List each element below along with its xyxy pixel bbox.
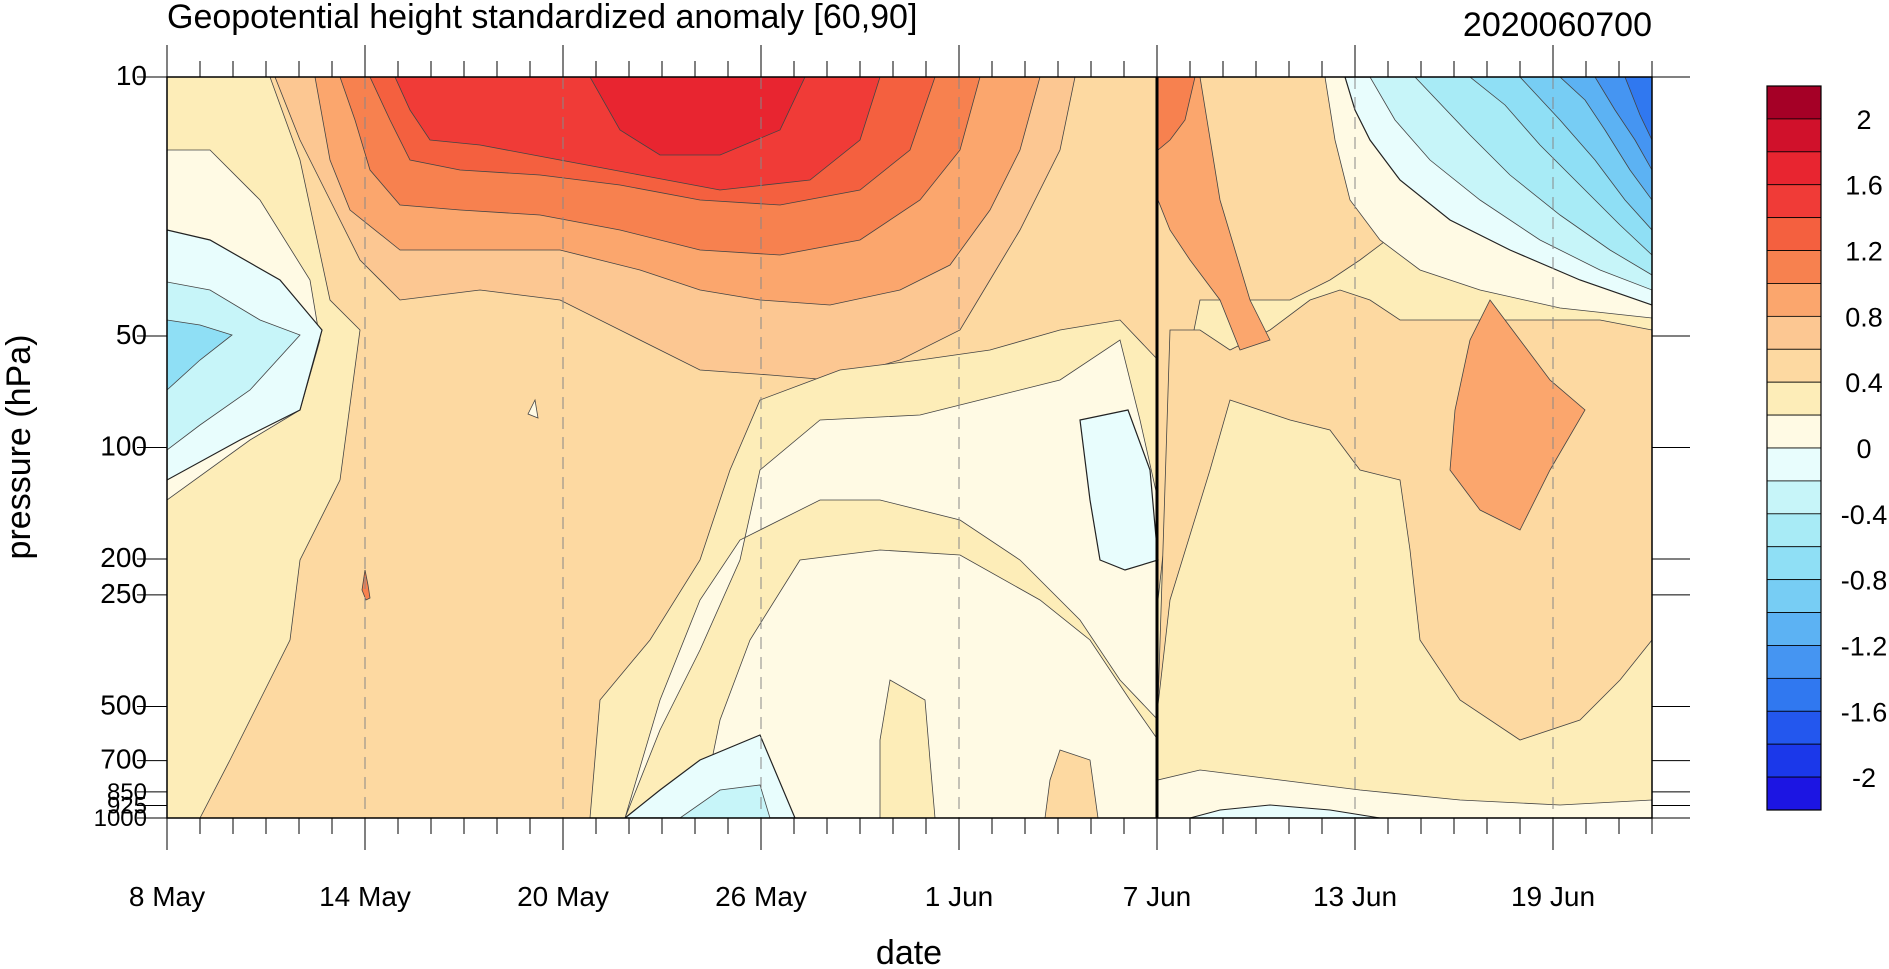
colorbar-label: 1.2 bbox=[1845, 237, 1883, 267]
colorbar-swatch bbox=[1766, 414, 1822, 449]
colorbar-swatch bbox=[1766, 217, 1822, 251]
x-tick-label: 8 May bbox=[129, 881, 205, 912]
x-tick-label: 14 May bbox=[319, 881, 411, 912]
colorbar-swatch bbox=[1766, 283, 1822, 317]
colorbar-label: -1.2 bbox=[1841, 631, 1888, 661]
colorbar-swatch bbox=[1766, 776, 1822, 811]
colorbar-swatch bbox=[1766, 315, 1822, 350]
x-tick-label: 20 May bbox=[517, 881, 609, 912]
date-stamp: 2020060700 bbox=[1463, 6, 1652, 44]
y-tick-label: 50 bbox=[116, 319, 147, 350]
y-tick-label: 200 bbox=[100, 542, 147, 573]
colorbar-swatch bbox=[1766, 677, 1822, 712]
colorbar-swatch bbox=[1766, 612, 1822, 646]
region-right-orange bbox=[1157, 77, 1271, 351]
y-tick-label: 250 bbox=[100, 578, 147, 609]
x-tick-label: 7 Jun bbox=[1123, 881, 1192, 912]
y-tick-label: 1000 bbox=[94, 805, 147, 832]
date-gridlines bbox=[364, 77, 1554, 818]
y-tick-label: 500 bbox=[100, 689, 147, 720]
y-tick-label: 10 bbox=[116, 60, 147, 91]
colorbar-frame bbox=[1766, 85, 1822, 811]
colorbar-swatch bbox=[1766, 184, 1822, 219]
colorbar-swatch bbox=[1766, 118, 1822, 153]
colorbar-swatch bbox=[1766, 381, 1822, 416]
y-tick-label: 100 bbox=[100, 431, 147, 462]
colorbar-label: 0 bbox=[1856, 434, 1871, 464]
region-patch-b bbox=[1044, 749, 1099, 818]
region-ur-neg16 bbox=[1624, 77, 1652, 141]
region-right-surface-neg bbox=[1189, 804, 1381, 818]
x-tick-label: 26 May bbox=[715, 881, 807, 912]
region-jun-negative bbox=[1079, 409, 1159, 571]
region-blip bbox=[361, 569, 371, 601]
colorbar-swatch bbox=[1766, 151, 1822, 186]
y-tick-label: 700 bbox=[100, 744, 147, 775]
region-left-negative-2 bbox=[167, 281, 301, 451]
region-surface-negative-2 bbox=[679, 784, 771, 818]
colorbar-label: 0.8 bbox=[1845, 302, 1883, 332]
colorbar-swatch bbox=[1766, 480, 1822, 515]
colorbar-swatch bbox=[1766, 447, 1822, 482]
chart-title: Geopotential height standardized anomaly… bbox=[167, 0, 917, 36]
region-right-core bbox=[1449, 299, 1586, 531]
y-tick-label: 850 bbox=[107, 779, 147, 806]
colorbar: 2 1.6 1.2 0.8 0.4 0 -0.4 -0.8 -1.2 -1.6 -2 bbox=[1766, 85, 1888, 811]
region-upper-18 bbox=[589, 77, 806, 156]
region-left-negative-3 bbox=[167, 319, 233, 391]
colorbar-swatch bbox=[1766, 513, 1822, 548]
colorbar-label: -0.8 bbox=[1841, 566, 1888, 596]
plot-area bbox=[167, 77, 1652, 818]
colorbar-swatch bbox=[1766, 348, 1822, 383]
colorbar-label: -0.4 bbox=[1841, 500, 1888, 530]
colorbar-swatch bbox=[1766, 743, 1822, 778]
colorbar-swatch bbox=[1766, 250, 1822, 284]
colorbar-swatch bbox=[1766, 85, 1822, 120]
colorbar-label: 2 bbox=[1856, 105, 1871, 135]
region-blip-2 bbox=[527, 398, 539, 419]
x-tick-label: 13 Jun bbox=[1313, 881, 1397, 912]
x-axis-label: date bbox=[876, 934, 942, 969]
colorbar-swatch bbox=[1766, 579, 1822, 613]
x-tick-label: 19 Jun bbox=[1511, 881, 1595, 912]
colorbar-label: 1.6 bbox=[1845, 171, 1883, 201]
y-axis-label: pressure (hPa) bbox=[0, 335, 38, 560]
colorbar-label: 0.4 bbox=[1845, 368, 1883, 398]
colorbar-label: -1.6 bbox=[1841, 697, 1888, 727]
colorbar-swatch bbox=[1766, 645, 1822, 679]
y-tick-label: 925 bbox=[107, 792, 147, 819]
colorbar-label: -2 bbox=[1852, 763, 1876, 793]
colorbar-swatch bbox=[1766, 546, 1822, 581]
region-patch-a bbox=[879, 679, 936, 818]
colorbar-swatch bbox=[1766, 710, 1822, 745]
x-tick-label: 1 Jun bbox=[925, 881, 994, 912]
x-axis: 8 May 14 May 20 May 26 May 1 Jun 7 Jun 13 Jun 1… bbox=[129, 45, 1653, 912]
